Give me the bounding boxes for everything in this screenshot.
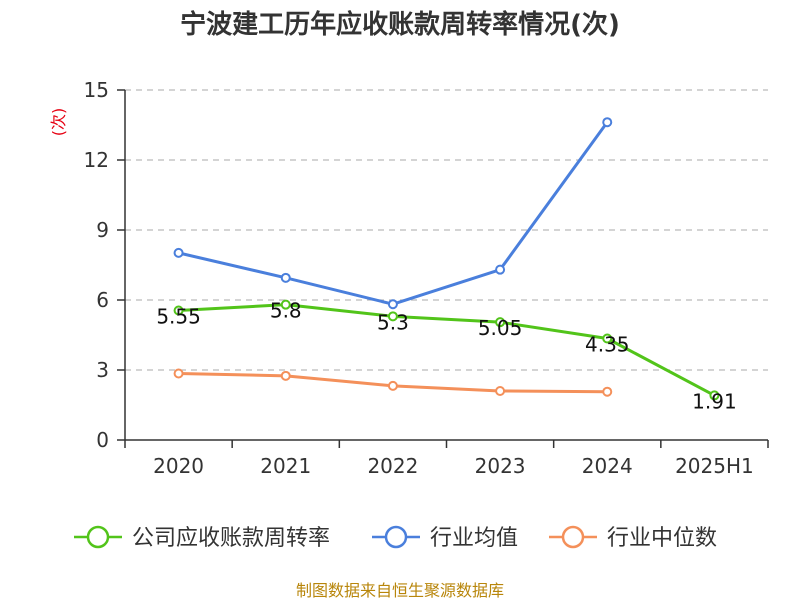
- data-point: [173, 247, 184, 258]
- y-axis-unit: (次): [49, 108, 68, 137]
- data-label: 5.05: [478, 316, 523, 340]
- y-tick-label: 9: [96, 218, 109, 242]
- grid-lines: [125, 89, 768, 371]
- x-tick-label: 2021: [260, 454, 311, 478]
- data-point: [173, 305, 184, 316]
- data-label: 5.55: [156, 305, 201, 329]
- y-tick-label: 15: [84, 78, 109, 102]
- data-label: 5.3: [377, 310, 409, 334]
- data-point: [602, 386, 613, 397]
- data-point: [387, 380, 398, 391]
- data-point: [280, 272, 291, 283]
- x-tick-label: 2025H1: [675, 454, 754, 478]
- legend-label: 公司应收账款周转率: [132, 526, 330, 551]
- data-point: [280, 370, 291, 381]
- series-group: 5.55 5.8 5.3 5.05 4.35 1.91: [156, 117, 737, 413]
- chart-title: 宁波建工历年应收账款周转率情况(次): [180, 9, 620, 40]
- legend-label: 行业均值: [430, 526, 518, 551]
- axes: 0 3 6 9 12 15 2020 2021 2022 2023 2024 2025H1: [84, 78, 769, 478]
- data-label: 1.91: [692, 389, 737, 413]
- x-tick-label: 2020: [153, 454, 204, 478]
- series-line: [178, 303, 716, 397]
- series-line: [178, 121, 609, 306]
- y-tick-label: 6: [96, 288, 109, 312]
- source-note: 制图数据来自恒生聚源数据库: [296, 581, 504, 600]
- data-point: [280, 299, 291, 310]
- data-point: [387, 311, 398, 322]
- data-label: 5.8: [270, 299, 302, 323]
- legend: 公司应收账款周转率 行业均值 行业中位数: [74, 525, 717, 551]
- y-tick-label: 3: [96, 358, 109, 382]
- data-label: 4.35: [585, 333, 630, 357]
- legend-marker: [561, 525, 585, 549]
- x-tick-label: 2023: [475, 454, 526, 478]
- data-point: [495, 317, 506, 328]
- x-tick-label: 2022: [367, 454, 418, 478]
- data-point: [495, 264, 506, 275]
- data-point: [602, 333, 613, 344]
- x-tick-label: 2024: [582, 454, 633, 478]
- data-point: [495, 386, 506, 396]
- legend-marker: [384, 525, 408, 549]
- legend-marker: [86, 525, 110, 549]
- y-tick-label: 12: [84, 148, 109, 172]
- data-point: [173, 368, 184, 379]
- data-point: [602, 117, 613, 128]
- data-point: [387, 299, 398, 310]
- legend-label: 行业中位数: [607, 526, 717, 551]
- y-tick-label: 0: [96, 428, 109, 452]
- data-point: [709, 390, 720, 401]
